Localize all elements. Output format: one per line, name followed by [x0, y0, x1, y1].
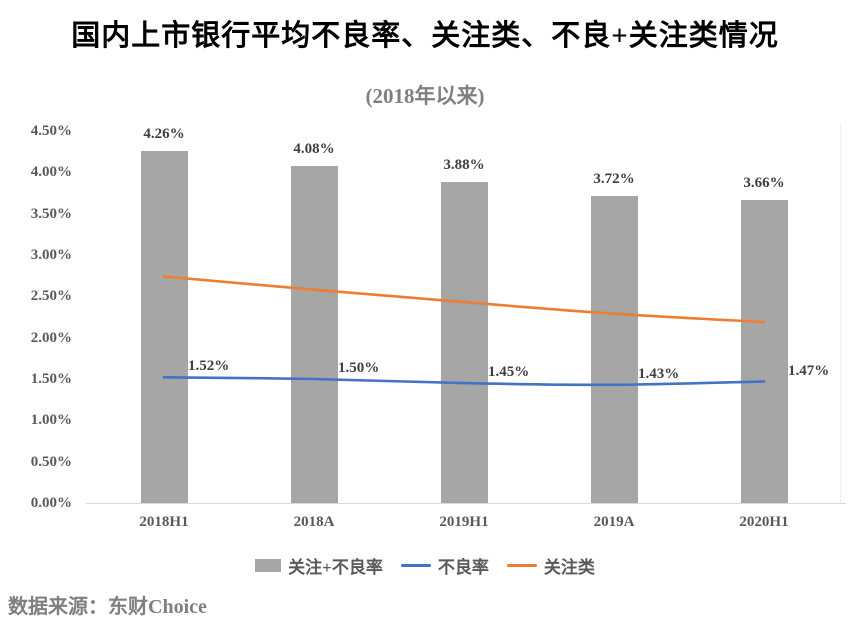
chart-subtitle: (2018年以来)	[365, 84, 485, 108]
x-tick-label-2019A: 2019A	[593, 514, 635, 530]
y-tick-label: 3.50%	[30, 205, 72, 222]
line-swatch-icon	[400, 564, 431, 567]
bar-value-label: 4.26%	[143, 125, 185, 142]
y-tick-label: 0.00%	[30, 495, 72, 511]
legend-item-npl: 不良率	[400, 553, 489, 578]
x-tick-label-2018A: 2018A	[293, 514, 335, 530]
legend-label: 关注+不良率	[288, 558, 383, 577]
line-value-label: 1.50%	[338, 360, 380, 376]
x-tick-label-2020H1: 2020H1	[739, 514, 789, 530]
line-value-label: 1.47%	[788, 362, 830, 379]
x-axis-line	[86, 503, 846, 504]
bar-2018A	[290, 165, 338, 503]
bar-value-label: 3.72%	[593, 170, 635, 187]
y-tick-label: 2.00%	[30, 329, 72, 346]
bar-2020H1	[740, 200, 788, 503]
bar-2019A	[590, 195, 638, 503]
legend-item-concern: 关注类	[506, 553, 595, 578]
line-swatch-icon	[506, 564, 537, 567]
legend-label: 不良率	[437, 558, 489, 577]
bar-2018H1	[140, 150, 188, 503]
y-tick-label: 1.50%	[30, 371, 72, 387]
x-tick-label-2019H1: 2019H1	[439, 514, 489, 530]
bar-value-label: 3.88%	[443, 157, 485, 174]
bar-swatch-icon	[255, 559, 282, 572]
y-tick-label: 2.50%	[30, 288, 72, 305]
line-value-label: 1.52%	[188, 358, 230, 375]
legend-label: 关注类	[543, 558, 595, 577]
bar-value-label: 3.66%	[743, 175, 785, 192]
y-tick-label: 1.00%	[30, 412, 72, 429]
y-tick-label: 3.00%	[30, 247, 72, 263]
y-tick-label: 0.50%	[30, 453, 72, 470]
bar-value-label: 4.08%	[293, 140, 335, 157]
x-tick-label-2018H1: 2018H1	[139, 514, 189, 530]
y-tick-label: 4.00%	[30, 164, 72, 181]
y-tick-label: 4.50%	[30, 123, 72, 139]
source-note: 数据来源：东财Choice	[8, 596, 207, 618]
line-value-label: 1.45%	[488, 364, 530, 381]
line-value-label: 1.43%	[638, 365, 680, 382]
bar-2019H1	[440, 182, 488, 503]
legend-item-concern-plus-npl: 关注+不良率	[255, 553, 383, 578]
chart-title: 国内上市银行平均不良率、关注类、不良+关注类情况	[71, 20, 779, 52]
legend: 关注+不良率 不良率 关注类	[0, 553, 850, 578]
plot-right-border	[840, 124, 841, 503]
